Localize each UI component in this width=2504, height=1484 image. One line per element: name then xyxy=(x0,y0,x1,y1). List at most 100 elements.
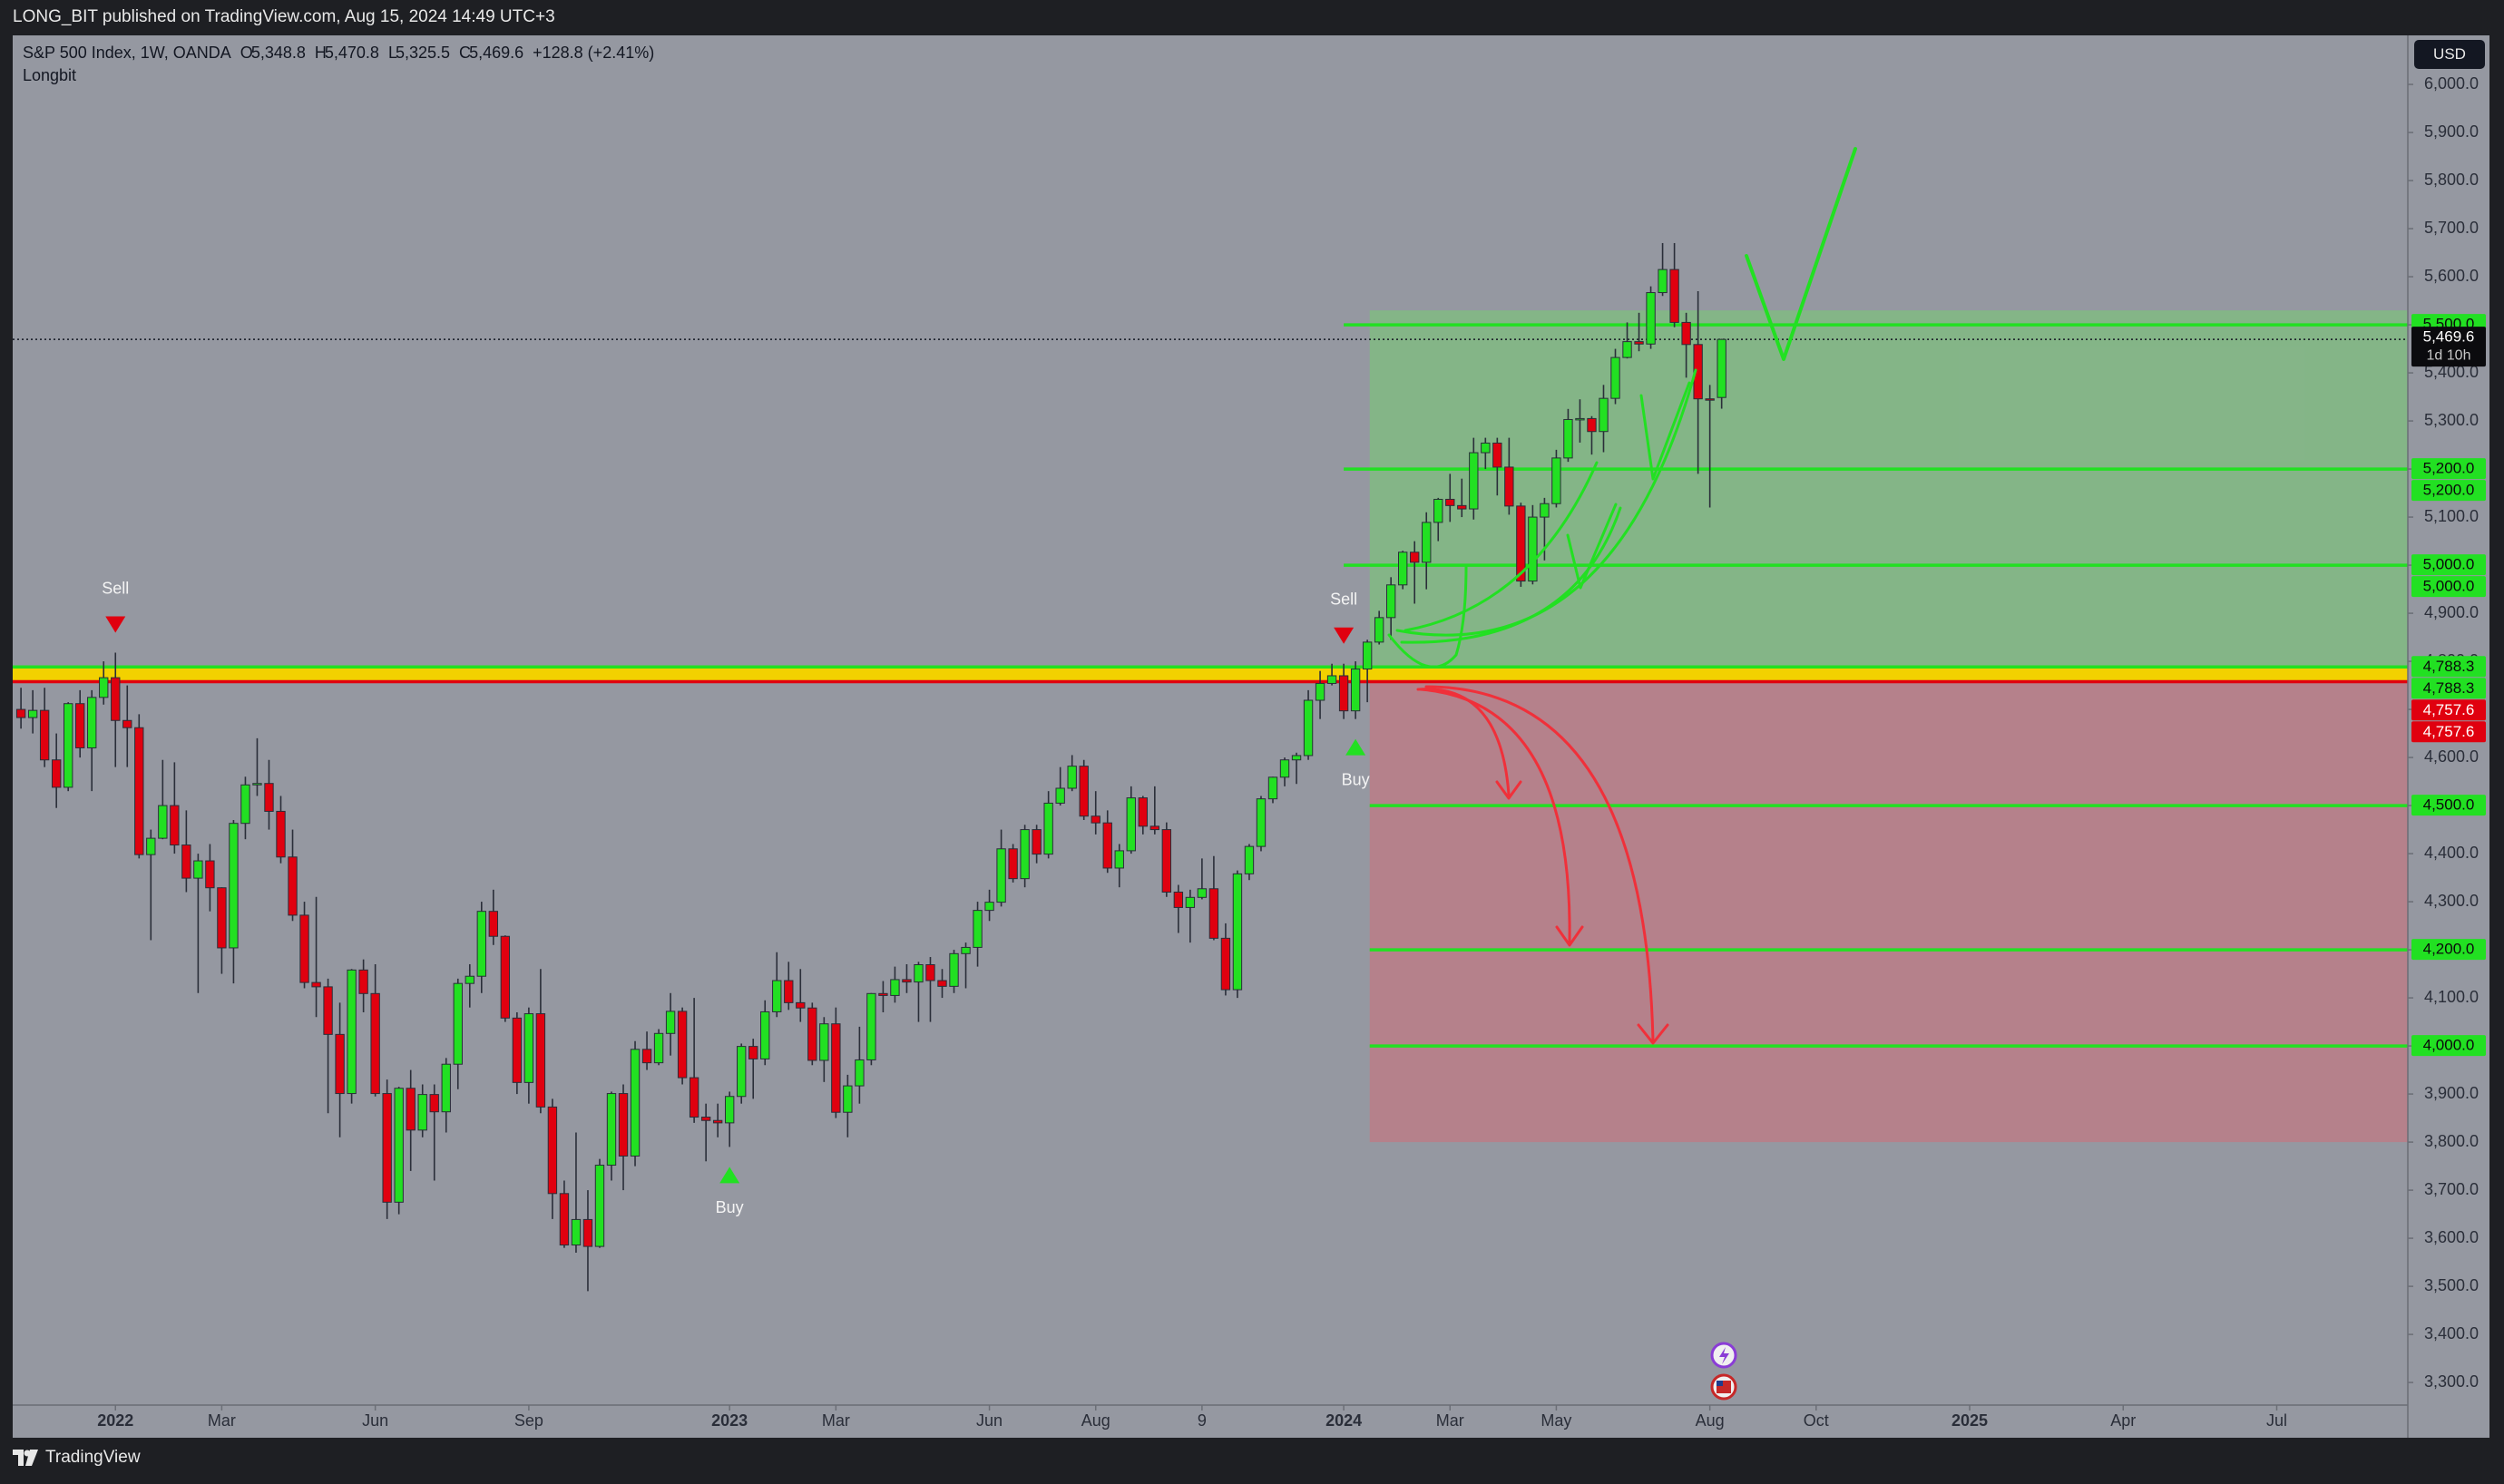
price-badge xyxy=(2411,721,2486,743)
candle-body xyxy=(1717,338,1726,398)
candle-body xyxy=(724,1096,735,1124)
currency-button[interactable]: USD xyxy=(2414,40,2485,69)
logo-part xyxy=(25,1450,38,1466)
candle-body xyxy=(547,1106,558,1195)
price-badge-label: 5,000.0 xyxy=(2423,556,2475,573)
candle-body xyxy=(1374,617,1384,643)
candle-body xyxy=(1326,675,1337,684)
legend-row: Longbit xyxy=(23,64,654,87)
candle-body xyxy=(1634,341,1644,345)
candle-body xyxy=(264,783,274,812)
x-tick-label: Jun xyxy=(976,1411,1003,1430)
candle-body xyxy=(571,1218,582,1246)
candle-body xyxy=(855,1059,865,1087)
y-tick-label: 6,000.0 xyxy=(2424,74,2479,93)
candle-body xyxy=(1410,552,1420,563)
candle-body xyxy=(677,1010,688,1079)
candle-body xyxy=(653,1032,664,1064)
candle-body xyxy=(843,1085,853,1113)
drawn-curve xyxy=(1387,565,1468,669)
candle-body xyxy=(252,783,262,786)
x-tick-label: Mar xyxy=(1436,1411,1464,1430)
candle-body xyxy=(1267,776,1278,800)
candle-body xyxy=(1008,848,1018,880)
x-tick-label: 9 xyxy=(1198,1411,1207,1430)
candle-body xyxy=(1669,268,1679,323)
price-badge xyxy=(2411,1035,2486,1057)
price-badge-label: 4,788.3 xyxy=(2423,658,2475,675)
candle-body xyxy=(878,992,888,996)
price-badge-label: 4,500.0 xyxy=(2423,796,2475,814)
candle-body xyxy=(831,1023,841,1113)
candle-body xyxy=(796,1001,806,1009)
x-tick-label: 2025 xyxy=(1951,1411,1988,1430)
y-tick-label: 5,800.0 xyxy=(2424,171,2479,189)
ohlc-value: 5,469.6 xyxy=(469,44,524,62)
last-price-badge xyxy=(2411,327,2486,367)
ohlc-item: C 5,469.6 xyxy=(459,42,523,64)
candle-body xyxy=(807,1007,817,1061)
signal-label: Sell xyxy=(102,579,129,597)
y-tick-label: 3,400.0 xyxy=(2424,1324,2479,1342)
candle-body xyxy=(1114,850,1124,869)
candle-body xyxy=(949,952,959,987)
drawn-arrow xyxy=(1416,688,1522,800)
candle-body xyxy=(1422,522,1432,563)
event-icon-glyph xyxy=(1719,1347,1729,1364)
price-badge xyxy=(2411,678,2486,699)
candle-body xyxy=(406,1088,416,1131)
candle-body xyxy=(1185,896,1196,908)
price-badge-label: 5,200.0 xyxy=(2423,460,2475,477)
price-badge-label: 5,000.0 xyxy=(2423,578,2475,595)
y-tick-label: 3,900.0 xyxy=(2424,1084,2479,1102)
ohlc-item: O 5,348.8 xyxy=(240,42,306,64)
flag-icon-glyph xyxy=(1717,1381,1723,1386)
indicator-name: Longbit xyxy=(23,66,77,84)
candle-body xyxy=(1079,766,1089,817)
candle-body xyxy=(961,946,971,954)
price-badge xyxy=(2411,699,2486,721)
signal-label: Buy xyxy=(1342,770,1370,788)
candle-body xyxy=(1457,504,1467,510)
candle-body xyxy=(358,969,368,994)
candle-body xyxy=(594,1165,605,1247)
price-badge xyxy=(2411,480,2486,502)
candle-body xyxy=(1091,815,1100,824)
candle-body xyxy=(1575,417,1585,421)
candle-body xyxy=(996,848,1006,903)
y-tick-label: 3,500.0 xyxy=(2424,1276,2479,1294)
candle-body xyxy=(99,677,109,698)
candle-body xyxy=(1492,442,1502,468)
candle-body xyxy=(914,964,924,983)
ohlc-value: 5,348.8 xyxy=(250,44,306,62)
candle-body xyxy=(63,703,73,788)
x-tick-label: Aug xyxy=(1696,1411,1725,1430)
candle-body xyxy=(1362,641,1373,670)
candle-body xyxy=(39,709,50,761)
candle-body xyxy=(606,1093,617,1167)
y-tick-label: 3,800.0 xyxy=(2424,1132,2479,1150)
candle-body xyxy=(1528,516,1538,582)
zone xyxy=(1369,310,2408,668)
ohlc-value: 5,470.8 xyxy=(324,44,379,62)
price-badge-label: 5,200.0 xyxy=(2423,482,2475,499)
y-tick-label: 3,700.0 xyxy=(2424,1180,2479,1198)
x-tick-label: Jun xyxy=(362,1411,388,1430)
candle-body xyxy=(1303,699,1314,757)
x-tick-label: Apr xyxy=(2110,1411,2136,1430)
candle-body xyxy=(453,982,463,1065)
y-tick-label: 4,400.0 xyxy=(2424,844,2479,862)
candle-body xyxy=(111,677,121,721)
y-tick-label: 3,300.0 xyxy=(2424,1372,2479,1391)
candle-body xyxy=(973,910,983,948)
y-tick-label: 5,700.0 xyxy=(2424,219,2479,237)
y-tick-label: 4,100.0 xyxy=(2424,988,2479,1006)
x-tick-label: 2022 xyxy=(97,1411,133,1430)
candle-body xyxy=(1658,268,1668,294)
drawn-curve xyxy=(1404,461,1599,632)
candle-body xyxy=(700,1117,711,1121)
candles-layer: Sell Buy Sell Buy xyxy=(15,242,1726,1292)
